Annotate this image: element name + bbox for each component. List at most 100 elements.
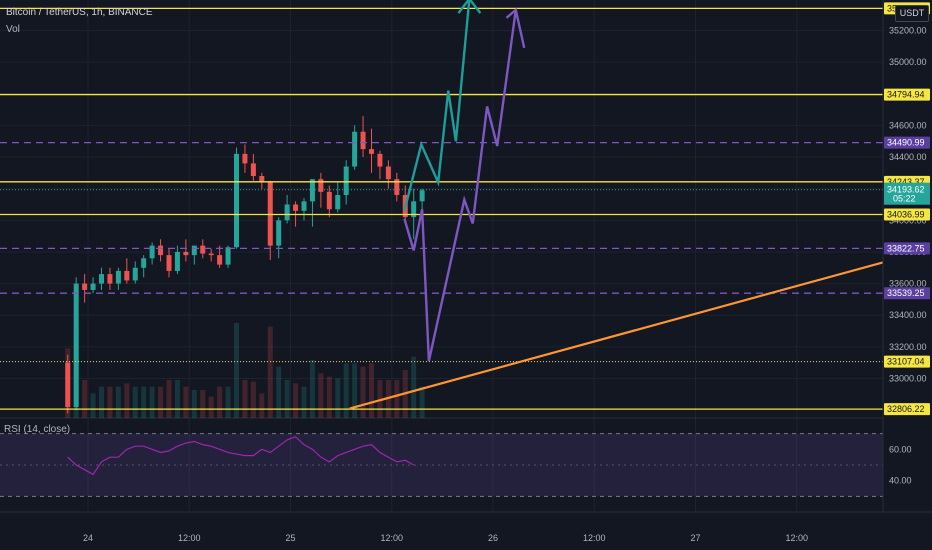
time-tick-label: 12:00 (583, 533, 606, 543)
level-price-label: 33539.25 (887, 288, 925, 298)
candle-body (276, 220, 282, 246)
level-price-tag (884, 136, 930, 149)
volume-bar (377, 380, 383, 418)
price-tick-label: 33000.00 (889, 374, 927, 384)
teal-arrow-head (457, 0, 482, 14)
candle-body (259, 176, 265, 183)
currency-unit-button[interactable]: USDT (895, 5, 929, 22)
volume-bar (183, 386, 189, 418)
orange-trendline (349, 257, 899, 410)
price-axis-bg (883, 0, 932, 550)
volume-bar (82, 380, 88, 418)
candle-body (284, 204, 290, 221)
candle-body (343, 166, 349, 196)
price-tick-label: 34400.00 (889, 152, 927, 162)
candle-body (225, 247, 231, 265)
candle-body (65, 362, 71, 407)
candle-body (394, 179, 400, 196)
volume-bar (284, 380, 290, 418)
price-tick-label: 33200.00 (889, 342, 927, 352)
candle-body (385, 166, 391, 180)
level-price-label: 34036.99 (887, 209, 925, 219)
candle-body (360, 131, 366, 150)
rsi-line (67, 436, 414, 476)
level-price-label: 34794.94 (887, 90, 925, 100)
last-price-tag (884, 182, 930, 205)
level-price-label: 34490.99 (887, 138, 925, 148)
teal-projection-path (403, 0, 471, 212)
candle-body (217, 255, 223, 265)
volume-bar (242, 380, 248, 418)
time-tick-label: 25 (285, 533, 295, 543)
candle-body (141, 258, 147, 268)
candle-body (326, 191, 332, 210)
level-price-tag (884, 208, 930, 221)
candle-body (191, 245, 197, 256)
level-price-tag (884, 287, 930, 300)
candle-body (411, 201, 417, 218)
time-tick-label: 12:00 (178, 533, 201, 543)
volume-bar (217, 386, 223, 418)
volume-bar (174, 380, 180, 418)
volume-bar (309, 360, 315, 418)
last-price-label: 34193.62 (887, 185, 925, 195)
volume-bar (369, 363, 374, 418)
volume-bar (208, 396, 214, 418)
candle-body (419, 190, 425, 202)
level-price-label: 32806.22 (887, 404, 925, 414)
level-price-tag (884, 88, 930, 101)
price-tick-label: 35200.00 (889, 26, 927, 36)
time-tick-label: 12:00 (785, 533, 808, 543)
volume-bar (141, 386, 147, 418)
volume-bar (225, 386, 231, 418)
candle-body (242, 153, 248, 164)
purple-arrow-head (505, 7, 526, 49)
candle-countdown: 05:22 (893, 194, 916, 204)
candle-body (335, 195, 341, 210)
level-price-tag (884, 355, 930, 368)
volume-bar (90, 393, 96, 418)
candle-body (301, 201, 307, 211)
volume-bar (191, 390, 197, 418)
price-tick-label: 33600.00 (889, 279, 927, 289)
candle-body (208, 253, 214, 256)
candle-body (183, 251, 189, 256)
volume-bar (259, 393, 265, 418)
volume-bar (200, 390, 206, 418)
volume-bar (394, 380, 400, 418)
volume-label: Vol (6, 24, 20, 35)
volume-bar (343, 363, 349, 418)
time-tick-label: 27 (690, 533, 700, 543)
volume-bar (293, 383, 299, 418)
volume-bar (132, 386, 138, 418)
candle-body (82, 283, 88, 290)
price-tick-label: 35000.00 (889, 57, 927, 67)
time-tick-label: 12:00 (380, 533, 403, 543)
volume-bar (158, 386, 164, 418)
volume-bar (419, 386, 425, 418)
volume-bar (115, 386, 121, 418)
candle-body (115, 270, 121, 284)
level-price-label: 33822.75 (887, 243, 925, 253)
time-tick-label: 26 (488, 533, 498, 543)
volume-bar (99, 386, 104, 418)
candle-body (318, 179, 324, 192)
candle-body (293, 204, 299, 211)
candle-body (309, 179, 315, 202)
candle-body (124, 270, 130, 281)
candle-body (99, 274, 104, 284)
volume-bar (107, 386, 113, 418)
time-axis-bg (0, 512, 932, 550)
level-price-tag (884, 242, 930, 255)
candle-body (352, 131, 358, 167)
price-tick-label: 33400.00 (889, 310, 927, 320)
symbol-title: Bitcoin / TetherUS, 1h, BINANCE (6, 7, 153, 18)
level-price-tag (884, 403, 930, 416)
candle-body (90, 283, 96, 290)
volume-bar (234, 323, 239, 418)
rsi-tick-label: 40.00 (889, 476, 912, 486)
volume-bar (124, 383, 130, 418)
rsi-band-fill (0, 433, 883, 497)
time-tick-label: 24 (83, 533, 93, 543)
